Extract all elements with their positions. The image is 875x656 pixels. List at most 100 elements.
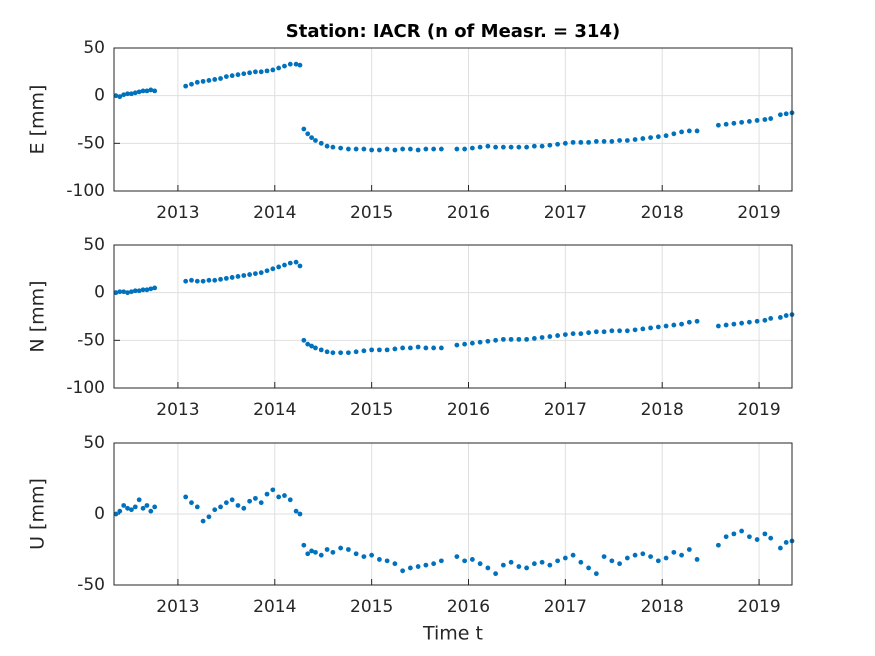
data-point bbox=[148, 286, 154, 292]
data-point bbox=[152, 504, 158, 510]
data-point bbox=[624, 555, 630, 561]
data-point bbox=[330, 350, 336, 356]
data-point bbox=[531, 336, 537, 341]
data-point bbox=[415, 564, 421, 569]
data-point bbox=[282, 262, 287, 268]
data-point bbox=[485, 338, 491, 344]
data-point bbox=[282, 63, 287, 69]
data-point bbox=[223, 74, 229, 79]
data-point bbox=[144, 503, 150, 508]
data-point bbox=[754, 118, 760, 123]
data-point bbox=[539, 335, 545, 340]
data-point bbox=[194, 504, 200, 510]
data-point bbox=[301, 542, 307, 548]
data-point bbox=[746, 119, 752, 124]
data-point bbox=[194, 278, 200, 284]
data-point bbox=[229, 497, 235, 503]
x-tick-label: 2017 bbox=[544, 203, 587, 223]
data-point bbox=[547, 562, 553, 568]
data-point bbox=[218, 276, 223, 282]
data-point bbox=[258, 270, 264, 276]
x-tick-label: 2013 bbox=[156, 203, 199, 223]
data-point bbox=[152, 88, 158, 94]
data-point bbox=[686, 547, 692, 552]
data-point bbox=[655, 558, 661, 564]
data-point bbox=[715, 542, 721, 548]
data-point bbox=[392, 147, 398, 153]
data-point bbox=[189, 277, 194, 283]
data-point bbox=[609, 139, 615, 144]
data-point bbox=[469, 557, 475, 562]
data-point bbox=[539, 143, 545, 149]
data-point bbox=[384, 146, 390, 152]
data-point bbox=[282, 493, 287, 498]
data-point bbox=[400, 146, 406, 152]
data-point bbox=[264, 491, 270, 497]
data-point bbox=[293, 61, 299, 67]
data-point bbox=[493, 337, 499, 343]
data-point bbox=[206, 78, 212, 83]
data-point bbox=[140, 287, 146, 293]
data-point bbox=[400, 568, 406, 574]
data-point bbox=[679, 321, 684, 327]
data-point bbox=[648, 325, 653, 331]
data-point bbox=[586, 330, 591, 336]
data-point bbox=[125, 91, 130, 97]
data-point bbox=[663, 555, 669, 561]
data-point bbox=[392, 346, 398, 352]
x-tick-label: 2013 bbox=[156, 400, 199, 420]
data-point bbox=[247, 70, 253, 76]
data-point bbox=[132, 90, 138, 96]
data-point bbox=[493, 144, 499, 150]
data-point bbox=[241, 273, 247, 278]
y-tick-label: 0 bbox=[94, 504, 105, 524]
data-point bbox=[783, 313, 789, 318]
data-point bbox=[578, 331, 584, 337]
y-tick-label: -50 bbox=[77, 133, 105, 153]
x-tick-label: 2018 bbox=[641, 203, 684, 223]
y-tick-label: 0 bbox=[94, 283, 105, 303]
axes-box bbox=[113, 47, 793, 192]
data-point bbox=[241, 71, 247, 77]
data-point bbox=[516, 564, 522, 569]
data-point bbox=[438, 345, 444, 351]
data-point bbox=[671, 131, 677, 137]
data-point bbox=[431, 345, 437, 351]
data-point bbox=[617, 328, 622, 334]
data-point bbox=[330, 144, 336, 150]
data-point bbox=[324, 143, 330, 149]
data-point bbox=[679, 552, 684, 558]
data-point bbox=[229, 275, 235, 280]
y-tick-label: -100 bbox=[66, 181, 105, 201]
data-point bbox=[258, 69, 264, 75]
data-point bbox=[318, 552, 324, 558]
data-point bbox=[555, 558, 561, 564]
data-point bbox=[218, 76, 223, 81]
data-point bbox=[783, 540, 789, 545]
data-point bbox=[218, 504, 223, 510]
data-point bbox=[353, 551, 359, 557]
plot-area bbox=[114, 48, 792, 191]
data-point bbox=[508, 336, 514, 342]
data-point bbox=[438, 146, 444, 152]
data-point bbox=[754, 318, 760, 324]
data-point bbox=[648, 135, 653, 141]
data-point bbox=[485, 143, 491, 149]
y-tick-label: 50 bbox=[83, 235, 105, 255]
data-point bbox=[431, 146, 437, 152]
data-point bbox=[508, 559, 514, 565]
data-point bbox=[415, 344, 421, 350]
data-point bbox=[324, 349, 330, 355]
data-point bbox=[301, 126, 307, 132]
data-point bbox=[200, 278, 206, 284]
data-point bbox=[270, 266, 276, 272]
data-point bbox=[500, 562, 506, 568]
data-point bbox=[739, 528, 745, 534]
data-point bbox=[731, 321, 737, 327]
data-point bbox=[183, 278, 189, 284]
data-point bbox=[117, 289, 123, 295]
data-point bbox=[454, 342, 460, 348]
data-point bbox=[423, 345, 429, 351]
x-tick-label: 2016 bbox=[447, 400, 490, 420]
